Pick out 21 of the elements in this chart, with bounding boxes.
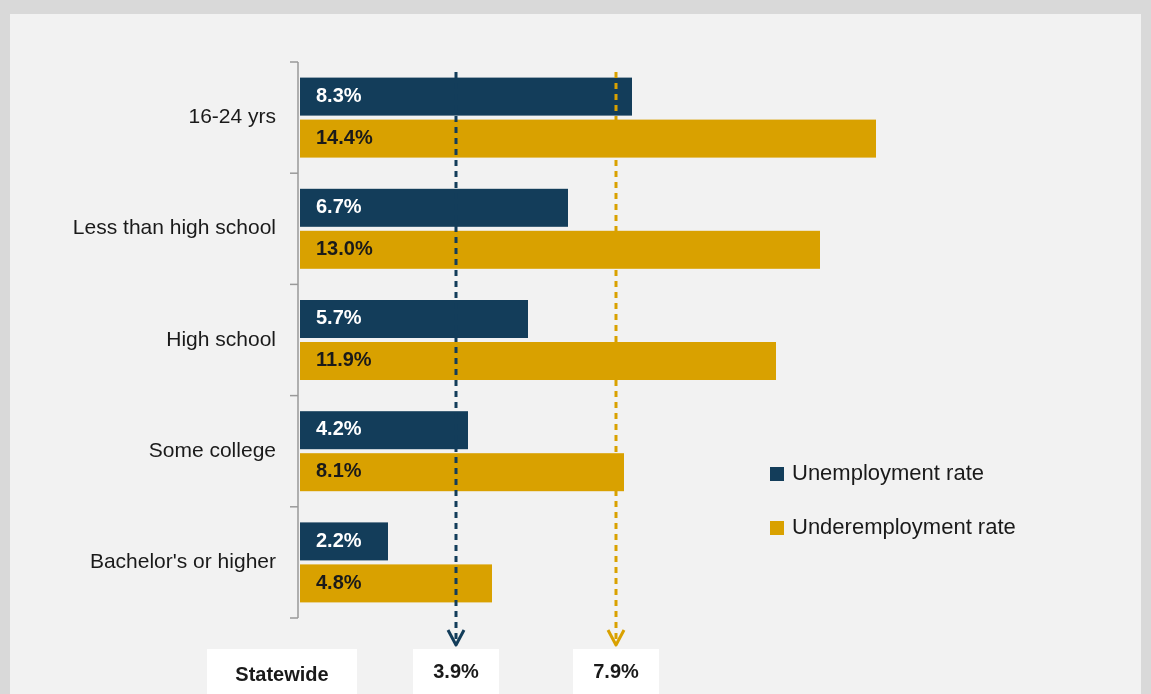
ref-line-label: 7.9% — [593, 660, 640, 683]
y-tick-label: Less than high school — [72, 215, 276, 239]
data-label: 8.3% — [316, 83, 362, 106]
data-label: 4.2% — [316, 417, 362, 440]
bar — [300, 564, 492, 603]
legend-label: Underemployment rate — [792, 513, 1016, 539]
data-label: 4.8% — [316, 570, 362, 593]
legend-label: Unemployment rate — [792, 459, 984, 485]
data-label: 13.0% — [316, 237, 373, 260]
data-label: 6.7% — [316, 195, 362, 218]
data-label: 8.1% — [316, 459, 362, 482]
data-label: 14.4% — [316, 125, 373, 148]
data-label: 11.9% — [316, 348, 372, 371]
data-label: 5.7% — [316, 306, 362, 329]
y-tick-label: Some college — [148, 437, 276, 461]
y-tick-label: High school — [166, 326, 276, 350]
y-tick-label: 16-24 yrs — [188, 104, 276, 128]
text: Statewide — [235, 663, 329, 686]
ref-line-label: 3.9% — [433, 660, 480, 683]
data-label: 2.2% — [316, 528, 362, 551]
y-tick-label: Bachelor's or higher — [89, 548, 277, 572]
